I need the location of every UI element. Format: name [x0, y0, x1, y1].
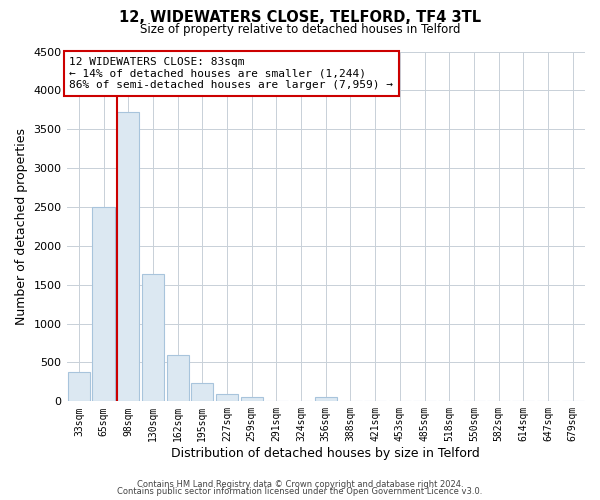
- Bar: [68, 372, 90, 402]
- Bar: [92, 207, 115, 402]
- Text: 12, WIDEWATERS CLOSE, TELFORD, TF4 3TL: 12, WIDEWATERS CLOSE, TELFORD, TF4 3TL: [119, 10, 481, 25]
- Bar: [191, 382, 214, 402]
- Bar: [117, 112, 139, 402]
- Text: 12 WIDEWATERS CLOSE: 83sqm
← 14% of detached houses are smaller (1,244)
86% of s: 12 WIDEWATERS CLOSE: 83sqm ← 14% of deta…: [69, 56, 393, 90]
- Bar: [142, 274, 164, 402]
- Bar: [314, 397, 337, 402]
- Text: Contains public sector information licensed under the Open Government Licence v3: Contains public sector information licen…: [118, 487, 482, 496]
- Text: Contains HM Land Registry data © Crown copyright and database right 2024.: Contains HM Land Registry data © Crown c…: [137, 480, 463, 489]
- X-axis label: Distribution of detached houses by size in Telford: Distribution of detached houses by size …: [172, 447, 480, 460]
- Bar: [167, 356, 189, 402]
- Bar: [216, 394, 238, 402]
- Y-axis label: Number of detached properties: Number of detached properties: [15, 128, 28, 325]
- Bar: [241, 397, 263, 402]
- Text: Size of property relative to detached houses in Telford: Size of property relative to detached ho…: [140, 22, 460, 36]
